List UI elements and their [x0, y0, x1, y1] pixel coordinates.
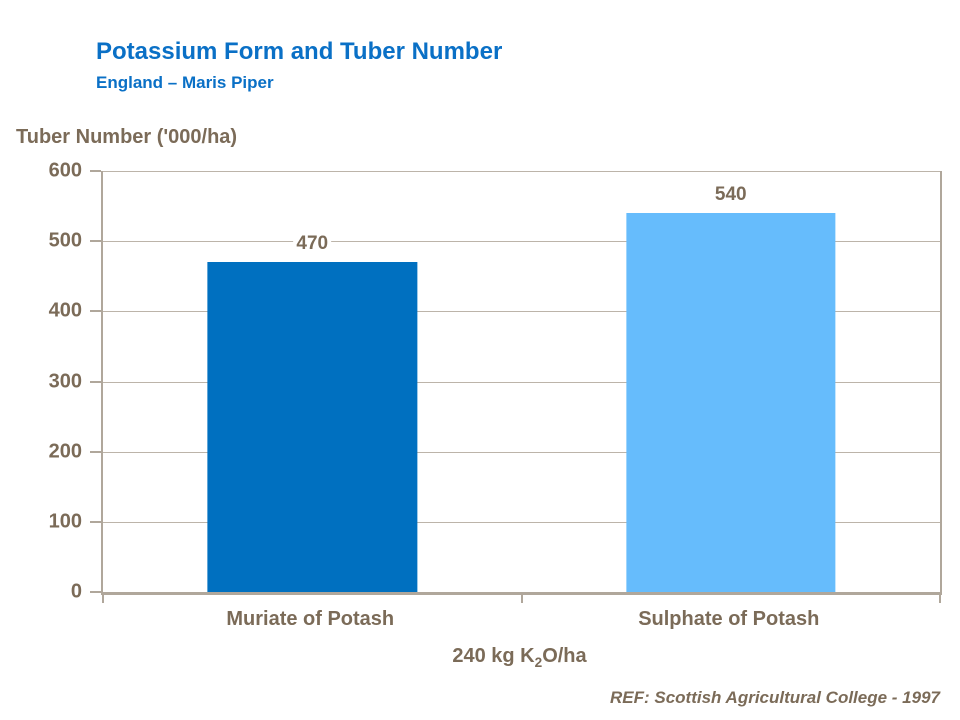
y-tick-label-100: 100: [48, 510, 82, 533]
category-label-muriate-of-potash: Muriate of Potash: [226, 608, 395, 630]
gridline-500: [103, 241, 940, 243]
reference-text: REF: Scottish Agricultural College - 199…: [610, 688, 940, 707]
x-tick-mark-0: [102, 595, 104, 603]
y-axis-title: Tuber Number ('000/ha): [16, 126, 238, 148]
gridline-100: [103, 521, 940, 523]
y-tick-mark-500: [90, 240, 101, 243]
x-axis-label-subscript: 2: [534, 655, 543, 670]
y-axis-tick-labels: 0 100 200 300 400 500 600: [0, 160, 84, 603]
bar-sulphate-of-potash: [626, 213, 836, 592]
bar-muriate-of-potash: [207, 262, 417, 592]
gridline-400: [103, 311, 940, 313]
chart-title: Potassium Form and Tuber Number: [96, 38, 503, 65]
y-tick-label-600: 600: [48, 159, 82, 182]
x-axis-label-suffix: O/ha: [542, 645, 587, 667]
y-tick-mark-200: [90, 450, 101, 453]
x-axis-label: 240 kg K2O/ha: [101, 645, 938, 670]
value-label-muriate-of-potash: 470: [293, 233, 332, 256]
gridline-300: [103, 381, 940, 383]
y-tick-label-300: 300: [48, 370, 82, 392]
y-tick-mark-0: [90, 591, 101, 593]
y-tick-label-500: 500: [48, 229, 82, 252]
category-label-sulphate-of-potash: Sulphate of Potash: [638, 608, 820, 630]
chart-subtitle: England – Maris Piper: [96, 73, 274, 92]
y-tick-mark-100: [90, 520, 101, 523]
y-tick-mark-600: [90, 170, 101, 172]
x-tick-mark-2: [939, 595, 941, 603]
y-tick-label-400: 400: [48, 299, 82, 322]
gridline-600: [103, 171, 940, 172]
plot-area: 470 540: [90, 170, 942, 603]
y-tick-label-200: 200: [48, 440, 82, 463]
y-tick-label-0: 0: [70, 580, 82, 603]
x-tick-mark-1: [520, 595, 523, 603]
value-label-sulphate-of-potash: 540: [711, 184, 750, 207]
gridline-200: [103, 451, 940, 453]
x-axis-label-prefix: 240 kg K: [452, 645, 535, 667]
x-category-labels: Muriate of Potash Sulphate of Potash: [101, 608, 938, 636]
y-tick-mark-400: [90, 310, 101, 313]
y-tick-mark-300: [90, 380, 101, 383]
